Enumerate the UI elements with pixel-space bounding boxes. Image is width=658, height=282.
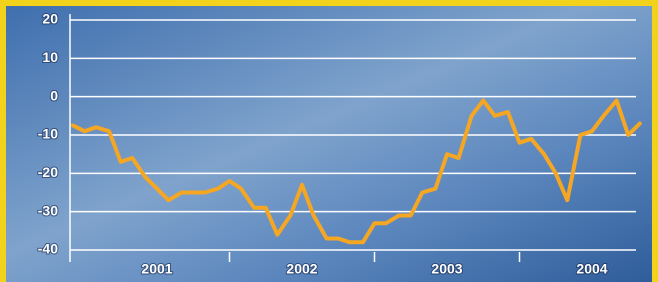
- x-tick-label: 2001: [141, 261, 172, 277]
- x-tick-label: 2002: [286, 261, 317, 277]
- x-tick-label: 2004: [576, 261, 607, 277]
- x-tick-label: 2003: [431, 261, 462, 277]
- y-tick-label: 10: [42, 49, 58, 65]
- background: [6, 6, 652, 282]
- y-tick-label: 0: [50, 87, 58, 103]
- y-tick-label: 20: [42, 11, 58, 27]
- y-tick-label: -10: [38, 126, 58, 142]
- y-tick-label: -40: [38, 241, 58, 257]
- chart: 20 10 0 -10 -20 -30 -40 2001 2002 2003 2004: [0, 0, 658, 282]
- y-tick-label: -20: [38, 164, 58, 180]
- y-tick-label: -30: [38, 202, 58, 218]
